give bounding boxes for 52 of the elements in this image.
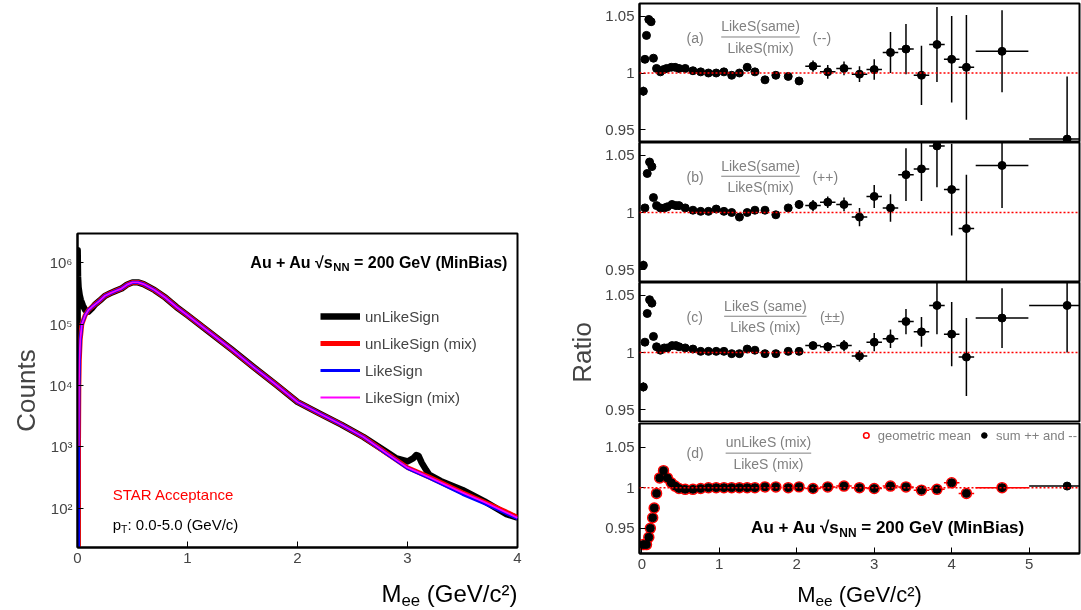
y-axis-title: Ratio [567,322,598,383]
annotation: (--) [812,29,832,46]
annotation: LikeS (same) [724,297,807,314]
legend-label: geometric mean [877,427,972,443]
x-tick-label: 2 [293,548,302,566]
annotation: (±±) [819,308,845,325]
annotation: (a) [686,29,704,46]
annotation: LikeS(mix) [727,39,794,56]
y-tick-label: 1.05 [605,286,635,304]
annotation: LikeS(same) [721,18,800,35]
annotation: LikeS(mix) [727,178,794,195]
legend-label: unLikeSign (mix) [365,333,477,354]
annotation: LikeS (mix) [733,455,804,472]
x-tick-label: 3 [870,554,879,572]
legend-label: sum ++ and -- [996,427,1077,443]
y-tick-label: 1 [626,64,635,81]
x-tick-label: 4 [947,554,956,572]
x-tick-label: 0 [637,554,646,572]
annotation: (d) [686,445,704,462]
legend-label: LikeSign (mix) [365,387,461,408]
annotation: unLikeS (mix) [725,434,812,451]
y-tick-label: 0.95 [605,260,635,278]
y-tick-label: 1.05 [605,7,635,25]
y-tick-label: 1 [626,203,635,221]
y-tick-label: 1 [626,343,635,361]
x-tick-label: 1 [183,548,192,566]
y-tick-label: 10³ [50,438,73,456]
annotation: (b) [686,168,704,185]
annotation: (++) [812,168,839,185]
y-tick-label: 10⁵ [49,315,73,333]
x-tick-label: 3 [403,548,412,566]
annotation: STAR Acceptance [112,485,234,503]
y-tick-label: 1.05 [605,146,635,164]
annotation: LikeS (mix) [730,318,801,335]
y-tick-label: 0.95 [605,400,635,418]
legend-label: unLikeSign [365,306,440,327]
x-tick-label: 4 [513,548,522,566]
x-tick-label: 0 [73,548,82,566]
annotation: LikeS(same) [721,157,800,174]
y-tick-label: 0.95 [605,519,635,537]
annotation: (c) [686,308,703,325]
y-tick-label: 10⁶ [49,254,73,272]
y-tick-label: 1.05 [605,438,635,456]
y-tick-label: 10⁴ [49,377,73,395]
y-tick-label: 0.95 [605,120,635,138]
x-tick-label: 1 [715,554,724,572]
legend-label: LikeSign [365,360,423,381]
y-tick-label: 10² [50,499,73,517]
y-axis-title: Counts [11,349,42,432]
y-tick-label: 1 [626,478,635,496]
x-tick-label: 2 [792,554,801,572]
x-tick-label: 5 [1024,554,1034,572]
